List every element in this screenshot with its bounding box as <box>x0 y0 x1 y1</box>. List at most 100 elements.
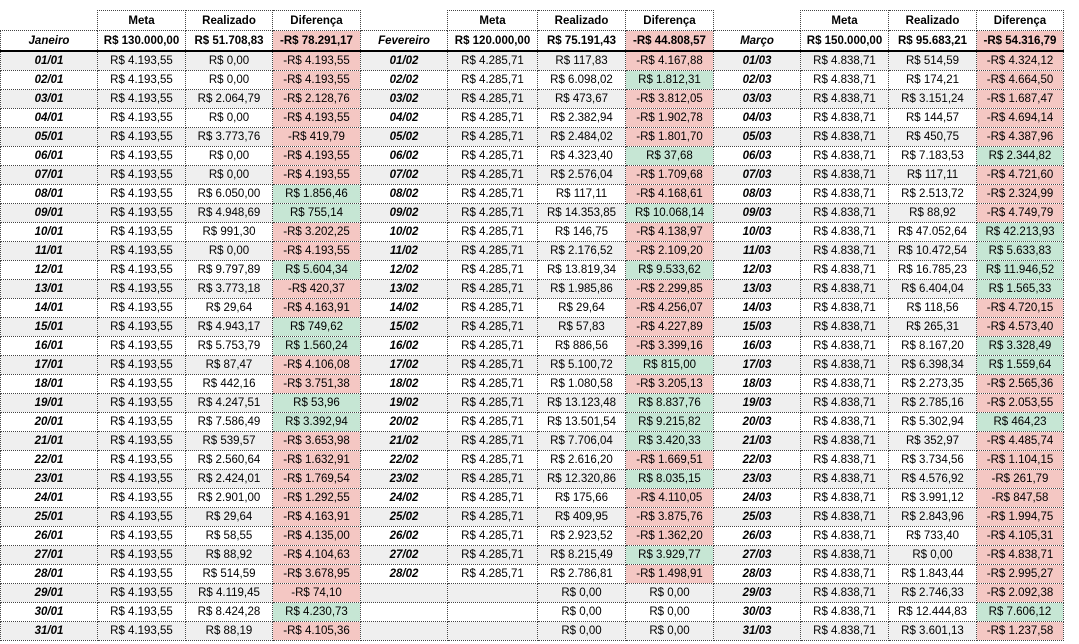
day-date <box>360 583 448 603</box>
day-realizado: R$ 4.576,92 <box>888 469 977 489</box>
day-diferenca: -R$ 4.694,14 <box>976 108 1064 128</box>
day-realizado: R$ 29,64 <box>185 298 273 318</box>
day-realizado: R$ 14.353,85 <box>537 203 626 223</box>
day-realizado: R$ 265,31 <box>888 317 977 337</box>
day-date: 27/02 <box>360 545 448 565</box>
day-date: 29/01 <box>0 583 98 603</box>
day-meta: R$ 4.285,71 <box>447 336 538 356</box>
month-total: R$ 75.191,43 <box>537 30 626 52</box>
day-diferenca: -R$ 4.193,55 <box>272 50 361 71</box>
day-date: 11/01 <box>0 241 98 261</box>
day-realizado: R$ 0,00 <box>537 602 626 622</box>
day-date: 15/03 <box>713 317 801 337</box>
column-header: Meta <box>447 10 538 31</box>
day-realizado: R$ 991,30 <box>185 222 273 242</box>
day-date: 18/03 <box>713 374 801 394</box>
day-realizado: R$ 473,67 <box>537 89 626 109</box>
day-date: 08/03 <box>713 184 801 204</box>
day-date: 04/01 <box>0 108 98 128</box>
blank-cell <box>714 11 801 31</box>
day-meta: R$ 4.285,71 <box>447 545 538 565</box>
day-date: 02/03 <box>713 70 801 90</box>
day-meta: R$ 4.193,55 <box>97 564 186 584</box>
day-date: 20/02 <box>360 412 448 432</box>
day-meta: R$ 4.285,71 <box>447 374 538 394</box>
day-realizado: R$ 4.119,45 <box>185 583 273 603</box>
day-realizado: R$ 2.616,20 <box>537 450 626 470</box>
day-realizado: R$ 58,55 <box>185 526 273 546</box>
day-date: 12/01 <box>0 260 98 280</box>
day-diferenca: -R$ 4.193,55 <box>272 146 361 166</box>
day-realizado: R$ 1.985,86 <box>537 279 626 299</box>
day-diferenca: -R$ 4.573,40 <box>976 317 1064 337</box>
day-date: 16/01 <box>0 336 98 356</box>
day-diferenca: -R$ 3.205,13 <box>625 374 714 394</box>
day-meta: R$ 4.285,71 <box>447 127 538 147</box>
day-date: 22/03 <box>713 450 801 470</box>
day-date: 21/02 <box>360 431 448 451</box>
day-meta: R$ 4.193,55 <box>97 469 186 489</box>
day-date: 10/03 <box>713 222 801 242</box>
day-meta: R$ 4.838,71 <box>800 165 889 185</box>
day-meta: R$ 4.285,71 <box>447 507 538 527</box>
day-diferenca: -R$ 2.128,76 <box>272 89 361 109</box>
day-date: 13/02 <box>360 279 448 299</box>
day-date: 20/03 <box>713 412 801 432</box>
day-diferenca: R$ 42.213,93 <box>976 222 1064 242</box>
day-realizado: R$ 2.424,01 <box>185 469 273 489</box>
day-realizado: R$ 117,11 <box>537 184 626 204</box>
day-date: 01/01 <box>0 50 98 71</box>
day-realizado: R$ 7.706,04 <box>537 431 626 451</box>
day-date: 02/01 <box>0 70 98 90</box>
day-date: 12/02 <box>360 260 448 280</box>
day-meta: R$ 4.838,71 <box>800 108 889 128</box>
day-diferenca: -R$ 2.324,99 <box>976 184 1064 204</box>
day-diferenca: -R$ 4.227,89 <box>625 317 714 337</box>
month-total: R$ 150.000,00 <box>800 30 889 52</box>
day-date: 07/02 <box>360 165 448 185</box>
day-date: 13/01 <box>0 279 98 299</box>
day-meta: R$ 4.838,71 <box>800 203 889 223</box>
day-realizado: R$ 144,57 <box>888 108 977 128</box>
day-meta: R$ 4.193,55 <box>97 450 186 470</box>
column-header: Diferença <box>272 10 361 31</box>
day-realizado: R$ 2.176,52 <box>537 241 626 261</box>
day-meta: R$ 4.193,55 <box>97 184 186 204</box>
day-diferenca: -R$ 2.053,55 <box>976 393 1064 413</box>
day-realizado: R$ 88,92 <box>185 545 273 565</box>
day-meta: R$ 4.193,55 <box>97 279 186 299</box>
day-realizado: R$ 4.943,17 <box>185 317 273 337</box>
day-realizado: R$ 175,66 <box>537 488 626 508</box>
day-meta: R$ 4.193,55 <box>97 50 186 71</box>
day-meta: R$ 4.193,55 <box>97 355 186 375</box>
day-realizado: R$ 3.151,24 <box>888 89 977 109</box>
day-meta: R$ 4.285,71 <box>447 317 538 337</box>
day-meta: R$ 4.193,55 <box>97 545 186 565</box>
day-meta: R$ 4.838,71 <box>800 355 889 375</box>
day-meta: R$ 4.838,71 <box>800 70 889 90</box>
day-date: 30/01 <box>0 602 98 622</box>
day-date: 17/02 <box>360 355 448 375</box>
blank-cell <box>1 11 98 31</box>
day-meta: R$ 4.838,71 <box>800 50 889 71</box>
spreadsheet: Meta Realizado Diferença Meta Realizado Difer… <box>0 10 1064 641</box>
day-realizado: R$ 8.167,20 <box>888 336 977 356</box>
day-realizado: R$ 4.948,69 <box>185 203 273 223</box>
day-meta: R$ 4.285,71 <box>447 488 538 508</box>
day-diferenca: -R$ 1.362,20 <box>625 526 714 546</box>
day-diferenca: -R$ 4.664,50 <box>976 70 1064 90</box>
day-realizado: R$ 118,56 <box>888 298 977 318</box>
day-meta: R$ 4.285,71 <box>447 393 538 413</box>
day-realizado: R$ 2.843,96 <box>888 507 977 527</box>
day-realizado: R$ 5.100,72 <box>537 355 626 375</box>
day-realizado: R$ 1.843,44 <box>888 564 977 584</box>
day-date: 09/03 <box>713 203 801 223</box>
day-date: 15/02 <box>360 317 448 337</box>
day-date: 06/01 <box>0 146 98 166</box>
day-diferenca: -R$ 2.299,85 <box>625 279 714 299</box>
day-realizado: R$ 4.323,40 <box>537 146 626 166</box>
day-realizado: R$ 6.098,02 <box>537 70 626 90</box>
day-realizado: R$ 886,56 <box>537 336 626 356</box>
day-date: 06/03 <box>713 146 801 166</box>
month-name: Março <box>713 30 801 52</box>
